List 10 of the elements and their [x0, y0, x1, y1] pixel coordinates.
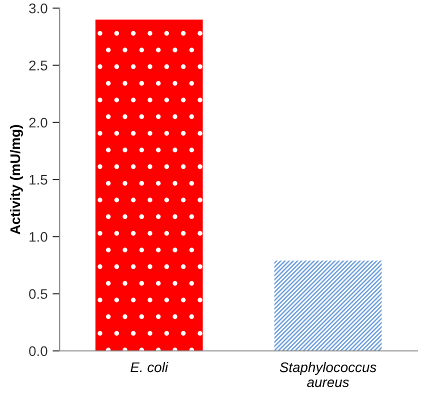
y-tick-label: 1.5 [30, 174, 48, 185]
y-tick-label: 1.0 [30, 232, 48, 242]
x-tick-label: E. coli [130, 362, 168, 372]
x-tick-label: Staphylococcus aureus [280, 362, 376, 388]
y-axis-title: Activity (mU/mg) [10, 125, 23, 234]
y-tick-label: 2.5 [29, 60, 48, 70]
y-tick-label: 3.0 [29, 3, 48, 14]
y-tick-label: 2.0 [29, 118, 48, 128]
y-tick-label: 0.5 [29, 289, 48, 299]
y-tick-label: 0.0 [29, 346, 48, 356]
